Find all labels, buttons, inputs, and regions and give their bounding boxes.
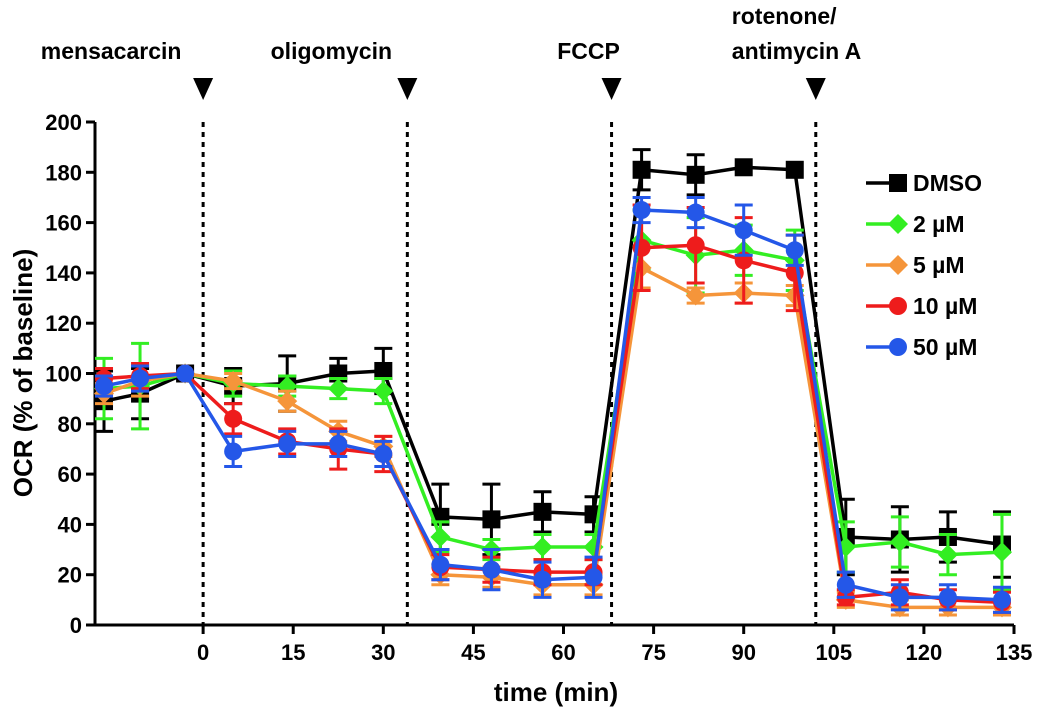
legend-label: 50 µM bbox=[913, 334, 977, 360]
injection-label: rotenone/antimycin A bbox=[732, 3, 862, 64]
injection-arrow bbox=[397, 78, 418, 100]
data-point bbox=[584, 568, 603, 587]
y-tick-label: 120 bbox=[45, 311, 82, 336]
x-tick-label: 45 bbox=[461, 640, 485, 665]
data-point bbox=[430, 526, 451, 547]
series-group bbox=[94, 148, 1012, 618]
data-point bbox=[482, 510, 501, 529]
data-point bbox=[329, 434, 348, 453]
legend-label: 5 µM bbox=[913, 252, 965, 278]
legend-marker bbox=[889, 338, 907, 356]
x-tick-label: 15 bbox=[281, 640, 305, 665]
data-point bbox=[785, 241, 804, 260]
data-point bbox=[685, 285, 706, 306]
legend-marker bbox=[889, 174, 907, 192]
data-point bbox=[533, 570, 552, 589]
data-point bbox=[278, 434, 297, 453]
legend-marker bbox=[889, 297, 907, 315]
data-point bbox=[938, 588, 957, 607]
x-axis-title: time (min) bbox=[494, 677, 618, 707]
y-tick-label: 140 bbox=[45, 261, 82, 286]
legend-label: DMSO bbox=[913, 170, 982, 196]
data-point bbox=[224, 409, 243, 428]
data-point bbox=[937, 544, 958, 565]
data-point bbox=[224, 442, 243, 461]
y-axis-title: OCR (% of baseline) bbox=[8, 249, 38, 497]
legend-label: 10 µM bbox=[913, 293, 977, 319]
injection-label: oligomycin bbox=[271, 38, 392, 64]
data-point bbox=[533, 502, 552, 521]
series-4 bbox=[95, 195, 1011, 614]
data-point bbox=[328, 378, 349, 399]
injection-annotations: mensacarcin oligomycin FCCP rotenone/antimy… bbox=[41, 3, 862, 625]
data-point bbox=[836, 575, 855, 594]
x-tick-label: 30 bbox=[371, 640, 395, 665]
data-point bbox=[686, 203, 705, 222]
data-point bbox=[734, 221, 753, 240]
data-point bbox=[686, 165, 705, 184]
y-tick-label: 100 bbox=[45, 362, 82, 387]
legend-label: 2 µM bbox=[913, 211, 965, 237]
injection-label-line: rotenone/ bbox=[732, 3, 837, 29]
legend-marker bbox=[888, 214, 908, 234]
y-tick-label: 40 bbox=[58, 512, 82, 537]
data-point bbox=[176, 364, 195, 383]
data-point bbox=[991, 542, 1012, 563]
y-tick-label: 80 bbox=[58, 412, 82, 437]
data-point bbox=[686, 236, 705, 255]
data-point bbox=[632, 201, 651, 220]
series-0 bbox=[95, 148, 1011, 579]
x-tick-label: 0 bbox=[197, 640, 209, 665]
injection-arrow bbox=[601, 78, 622, 100]
y-tick-label: 60 bbox=[58, 462, 82, 487]
injection-arrow bbox=[805, 78, 826, 100]
data-point bbox=[95, 377, 114, 396]
data-point bbox=[373, 381, 394, 402]
x-tick-label: 75 bbox=[641, 640, 665, 665]
data-point bbox=[131, 369, 150, 388]
injection-label: FCCP bbox=[557, 38, 620, 64]
data-point bbox=[223, 371, 244, 392]
injection-label-line: antimycin A bbox=[732, 38, 862, 64]
injection-arrow bbox=[193, 78, 214, 100]
injection-label: mensacarcin bbox=[41, 38, 182, 64]
x-tick-label: 105 bbox=[815, 640, 852, 665]
x-tick-label: 135 bbox=[996, 640, 1033, 665]
data-point bbox=[431, 555, 450, 574]
data-point bbox=[532, 537, 553, 558]
x-tick-label: 120 bbox=[906, 640, 943, 665]
data-point bbox=[374, 444, 393, 463]
axes: 0 20 40 60 80 100 120 140 160 180 200 0 15 30 45 60 75 90… bbox=[45, 110, 1032, 665]
y-tick-label: 200 bbox=[45, 110, 82, 135]
data-point bbox=[889, 532, 910, 553]
x-tick-label: 60 bbox=[551, 640, 575, 665]
y-tick-label: 160 bbox=[45, 211, 82, 236]
y-tick-label: 180 bbox=[45, 160, 82, 185]
data-point bbox=[890, 588, 909, 607]
data-point bbox=[734, 158, 753, 177]
x-tick-label: 90 bbox=[731, 640, 755, 665]
y-tick-label: 0 bbox=[70, 613, 82, 638]
y-tick-label: 20 bbox=[58, 563, 82, 588]
data-point bbox=[785, 160, 804, 179]
legend-marker bbox=[888, 255, 908, 275]
data-point bbox=[632, 160, 651, 179]
data-point bbox=[374, 361, 393, 380]
legend: DMSO 2 µM 5 µM 10 µM 50 µM bbox=[866, 170, 982, 360]
data-point bbox=[482, 560, 501, 579]
data-point bbox=[992, 590, 1011, 609]
data-point bbox=[277, 391, 298, 412]
